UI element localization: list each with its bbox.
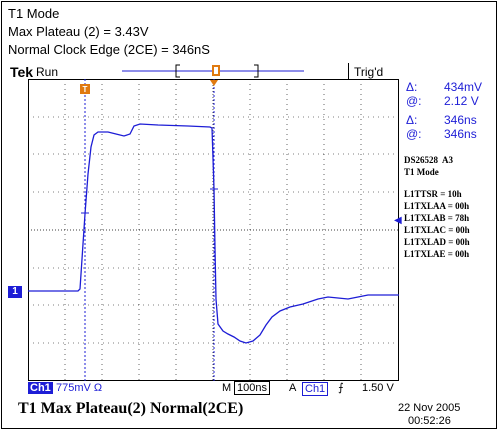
trigger-separator: [348, 63, 349, 79]
trigger-mode: A: [289, 382, 297, 394]
trigger-level-arrow-icon: ◀: [394, 215, 402, 226]
register-line: L1TXLAB = 78h: [404, 213, 470, 223]
channel-1-label: Ch1: [28, 382, 53, 394]
trigger-status: Trig'd: [354, 65, 384, 79]
delta-t-label: Δ:: [406, 113, 418, 127]
record-position-indicator: [122, 64, 304, 78]
channel-1-ground-marker: 1: [8, 286, 22, 298]
graticule-center-axes: [28, 79, 399, 381]
svg-text:T: T: [83, 85, 88, 94]
register-line: L1TXLAC = 00h: [404, 225, 470, 235]
delta-v-value: 434mV: [444, 80, 483, 94]
channel-1-scale: 775mV Ω: [56, 382, 103, 394]
trigger-slope-icon: ⨍: [338, 382, 344, 394]
brand-logo: Tek: [10, 64, 34, 80]
scope-settings-bar: Ch1 775mV Ω M 100ns A Ch1 ⨍ 1.50 V: [28, 381, 408, 396]
register-line: L1TXLAA = 00h: [404, 201, 470, 211]
mode-label: T1 Mode: [404, 167, 439, 177]
delta-v-label: Δ:: [406, 80, 418, 94]
header-clock-edge: Normal Clock Edge (2CE) = 346nS: [8, 42, 210, 57]
capture-time: 00:52:26: [408, 415, 451, 427]
acquisition-status: Run: [36, 65, 59, 79]
trigger-level: 1.50 V: [362, 382, 394, 394]
register-line: L1TTSR = 10h: [404, 189, 462, 199]
channel-1-trace: [28, 123, 399, 344]
trigger-source: Ch1: [302, 382, 329, 396]
register-line: L1TXLAE = 00h: [404, 249, 470, 259]
trigger-position-marker: T: [80, 80, 218, 94]
timebase-value: 100ns: [234, 381, 270, 395]
cursor-tick-marks: [81, 188, 218, 214]
header-max-plateau: Max Plateau (2) = 3.43V: [8, 24, 149, 39]
scope-status-bar: Tek Run Trig'd: [8, 62, 494, 80]
timebase-label: M: [222, 382, 232, 394]
figure-caption: T1 Max Plateau(2) Normal(2CE): [18, 400, 244, 417]
at-v-value: 2.12 V: [444, 94, 479, 108]
device-label: DS26528 A3: [404, 155, 454, 165]
delta-t-value: 346ns: [444, 113, 477, 127]
at-t-label: @:: [406, 127, 422, 141]
waveform-graticule: T: [28, 79, 399, 381]
header-mode: T1 Mode: [8, 6, 60, 21]
at-t-value: 346ns: [444, 127, 477, 141]
register-line: L1TXLAD = 00h: [404, 237, 470, 247]
capture-date: 22 Nov 2005: [398, 402, 461, 414]
at-v-label: @:: [406, 94, 422, 108]
